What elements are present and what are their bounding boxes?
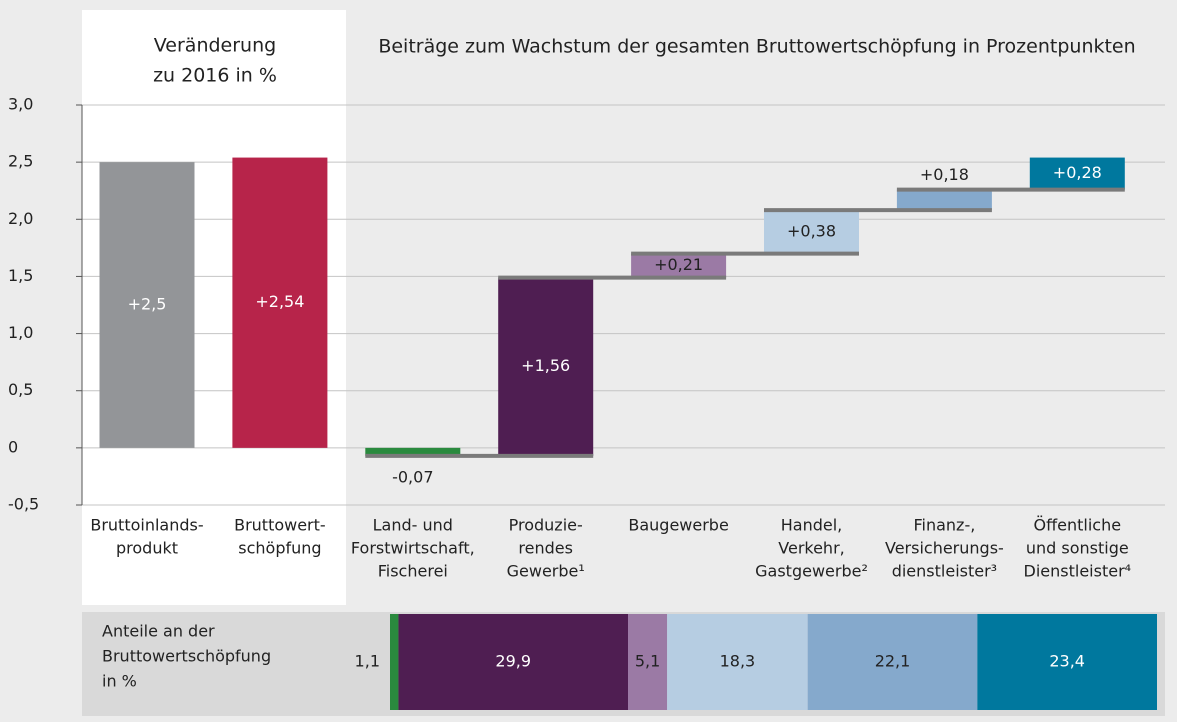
x-tick-label: Gewerbe¹ [507,562,585,581]
share-label: 18,3 [720,652,756,671]
x-tick-label: rendes [518,539,573,558]
y-tick-label: 1,5 [8,266,33,285]
bar [365,447,461,456]
x-tick-label: Dienstleister⁴ [1024,562,1132,581]
share-label: 23,4 [1049,652,1085,671]
value-label: +0,38 [787,221,836,240]
share-label: 1,1 [355,652,380,671]
bar [764,210,859,254]
x-tick-label: Forstwirtschaft, [351,539,475,558]
x-tick-label: Gastgewerbe² [755,562,868,581]
share-segment [398,614,629,710]
value-label: +2,54 [255,292,304,311]
bar [232,157,328,448]
x-tick-label: Öffentliche [1034,516,1122,535]
value-label: +1,56 [521,356,570,375]
x-tick-label: Handel, [781,516,843,535]
share-segment [628,614,668,710]
subtitle: zu 2016 in % [153,65,277,87]
value-label: +0,28 [1053,163,1102,182]
share-label: 29,9 [495,652,531,671]
bar [896,189,992,211]
share-segment [390,614,399,710]
x-tick-label: Fischerei [378,562,448,581]
value-label: -0,07 [392,467,433,486]
value-label: +0,21 [654,255,703,274]
y-tick-label: 0,5 [8,380,33,399]
y-tick-label: 2,5 [8,152,33,171]
chart-title: Beiträge zum Wachstum der gesamten Brutt… [378,36,1135,58]
share-label: 22,1 [875,652,911,671]
x-tick-label: und sonstige [1026,539,1129,558]
share-title: in % [102,672,137,691]
bar [631,253,727,278]
bar [498,277,594,456]
share-segment [667,614,808,710]
x-tick-label: Baugewerbe [628,516,728,535]
bar [99,162,195,448]
share-title: Anteile an der [102,622,215,641]
y-tick-label: 2,0 [8,209,33,228]
share-segment [977,614,1157,710]
subtitle: Veränderung [154,35,276,57]
x-tick-label: Land- und [373,516,453,535]
x-tick-label: Verkehr, [778,539,844,558]
x-tick-label: Bruttowert- [234,516,326,535]
y-tick-label: 0 [8,437,18,456]
value-label: +0,18 [920,165,969,184]
x-tick-label: dienstleister³ [892,562,997,581]
y-tick-label: -0,5 [8,495,39,514]
x-tick-label: produkt [116,539,178,558]
x-tick-label: Versicherungs- [885,539,1004,558]
x-tick-label: schöpfung [238,539,321,558]
share-title: Bruttowertschöpfung [102,647,271,666]
bar [1029,157,1125,190]
x-tick-label: Bruttoinlands- [90,516,203,535]
x-tick-label: Finanz-, [913,516,975,535]
y-tick-label: 1,0 [8,323,33,342]
y-tick-label: 3,0 [8,95,33,114]
share-segment [807,614,978,710]
share-label: 5,1 [635,652,660,671]
value-label: +2,5 [128,295,167,314]
x-tick-label: Produzie- [509,516,583,535]
